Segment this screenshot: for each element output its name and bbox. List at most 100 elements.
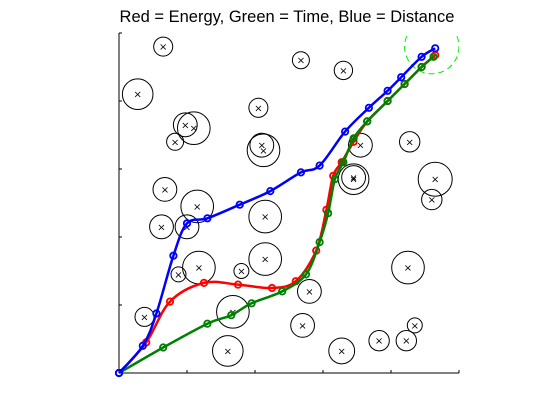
obstacle-center-marker: × [261,212,269,223]
obstacle-center-marker: × [349,173,357,184]
obstacle-center-marker: × [404,263,412,274]
obstacle-center-marker: × [174,270,182,281]
obstacle-center-marker: × [171,137,179,148]
obstacle-center-marker: × [431,175,439,186]
chart-title: Red = Energy, Green = Time, Blue = Dista… [120,8,455,26]
obstacle-center-marker: × [190,124,198,135]
waypoint-marker [159,343,168,352]
waypoint-marker [169,251,178,260]
obstacle-center-marker: × [261,255,269,266]
waypoint-marker [339,158,348,167]
obstacle-circle [233,263,250,279]
waypoint-marker [383,86,392,95]
waypoint-marker [296,168,305,177]
obstacle-circle [174,214,200,240]
waypoint-marker [340,127,350,136]
obstacle-center-marker: × [140,312,148,323]
waypoint-marker [203,319,212,328]
obstacle-circle [417,161,453,197]
waypoint-marker [330,175,339,184]
series-distance [114,44,440,378]
obstacle-circle [166,132,185,151]
obstacle-circle [176,111,211,146]
waypoint-marker [152,309,161,318]
series-line-distance [118,47,436,374]
obstacle-center-marker: × [183,222,191,233]
obstacle-layer: ××× ××××××× × ××× ××××× ×××× ××××× ×× ×× ×× × [121,36,453,367]
waypoint-marker [235,200,244,209]
obstacle-center-marker: × [259,146,267,157]
obstacle-circle [291,51,310,70]
obstacle-circle [149,214,174,240]
obstacle-circle [341,165,367,190]
obstacle-circle [152,177,178,202]
obstacle-circle [391,250,425,285]
obstacle-center-marker: × [258,141,266,152]
waypoint-marker [363,117,372,126]
obstacle-center-marker: × [338,346,346,357]
obstacle-circle [333,60,354,81]
obstacle-center-marker: × [161,185,169,196]
obstacle-center-marker: × [298,321,306,332]
obstacle-circle [421,188,443,211]
waypoint-marker [400,79,409,89]
obstacle-center-marker: × [402,336,410,347]
waypoint-marker [199,278,209,287]
waypoint-marker [247,299,256,308]
obstacle-circle [368,330,390,352]
waypoint-marker [267,283,277,293]
waypoint-marker [323,209,333,218]
obstacle-circle [153,36,174,57]
waypoint-marker [301,270,311,279]
obstacle-center-marker: × [193,202,201,213]
obstacle-circle [170,266,187,283]
obstacle-center-marker: × [157,222,165,233]
waypoint-marker [431,44,440,53]
waypoint-marker [233,280,243,289]
obstacle-center-marker: × [349,175,357,186]
obstacle-circle [216,294,250,329]
obstacle-circle [406,317,423,334]
waypoint-marker [315,161,324,170]
waypoint-marker [182,219,192,228]
obstacle-circle [248,97,269,118]
obstacle-circle [246,133,281,168]
obstacle-circle [348,132,373,158]
waypoint-marker [417,62,426,72]
obstacle-center-marker: × [159,42,167,53]
waypoint-marker [266,187,275,196]
obstacle-center-marker: × [305,287,313,298]
waypoint-marker [165,297,175,306]
obstacle-center-marker: × [411,321,419,332]
obstacle-circle [172,112,198,138]
obstacle-circle [395,330,417,352]
obstacle-center-marker: × [375,336,383,347]
series-time [114,52,438,378]
obstacle-center-marker: × [356,141,364,152]
obstacle-center-marker: × [195,263,203,274]
obstacle-circle [297,279,322,304]
obstacle-center-marker: × [297,56,305,67]
path-layer [114,44,440,378]
obstacle-circle [249,132,275,158]
obstacle-center-marker: × [181,120,189,131]
goal-circle [404,33,459,75]
waypoint-marker [349,134,358,143]
waypoint-marker [227,311,236,320]
waypoint-marker [114,368,124,378]
obstacle-center-marker: × [134,90,142,101]
series-line-time [118,55,435,375]
waypoint-marker [429,52,438,61]
obstacle-circle [248,242,283,276]
obstacle-circle [248,199,283,234]
waypoint-marker [138,341,147,350]
waypoint-marker [397,73,406,82]
waypoint-marker [278,287,287,296]
obstacle-circle [328,337,356,365]
waypoint-marker [203,214,212,223]
waypoint-marker [383,96,392,106]
obstacle-circle [399,131,421,153]
obstacle-center-marker: × [254,103,262,114]
waypoint-marker [417,52,426,61]
